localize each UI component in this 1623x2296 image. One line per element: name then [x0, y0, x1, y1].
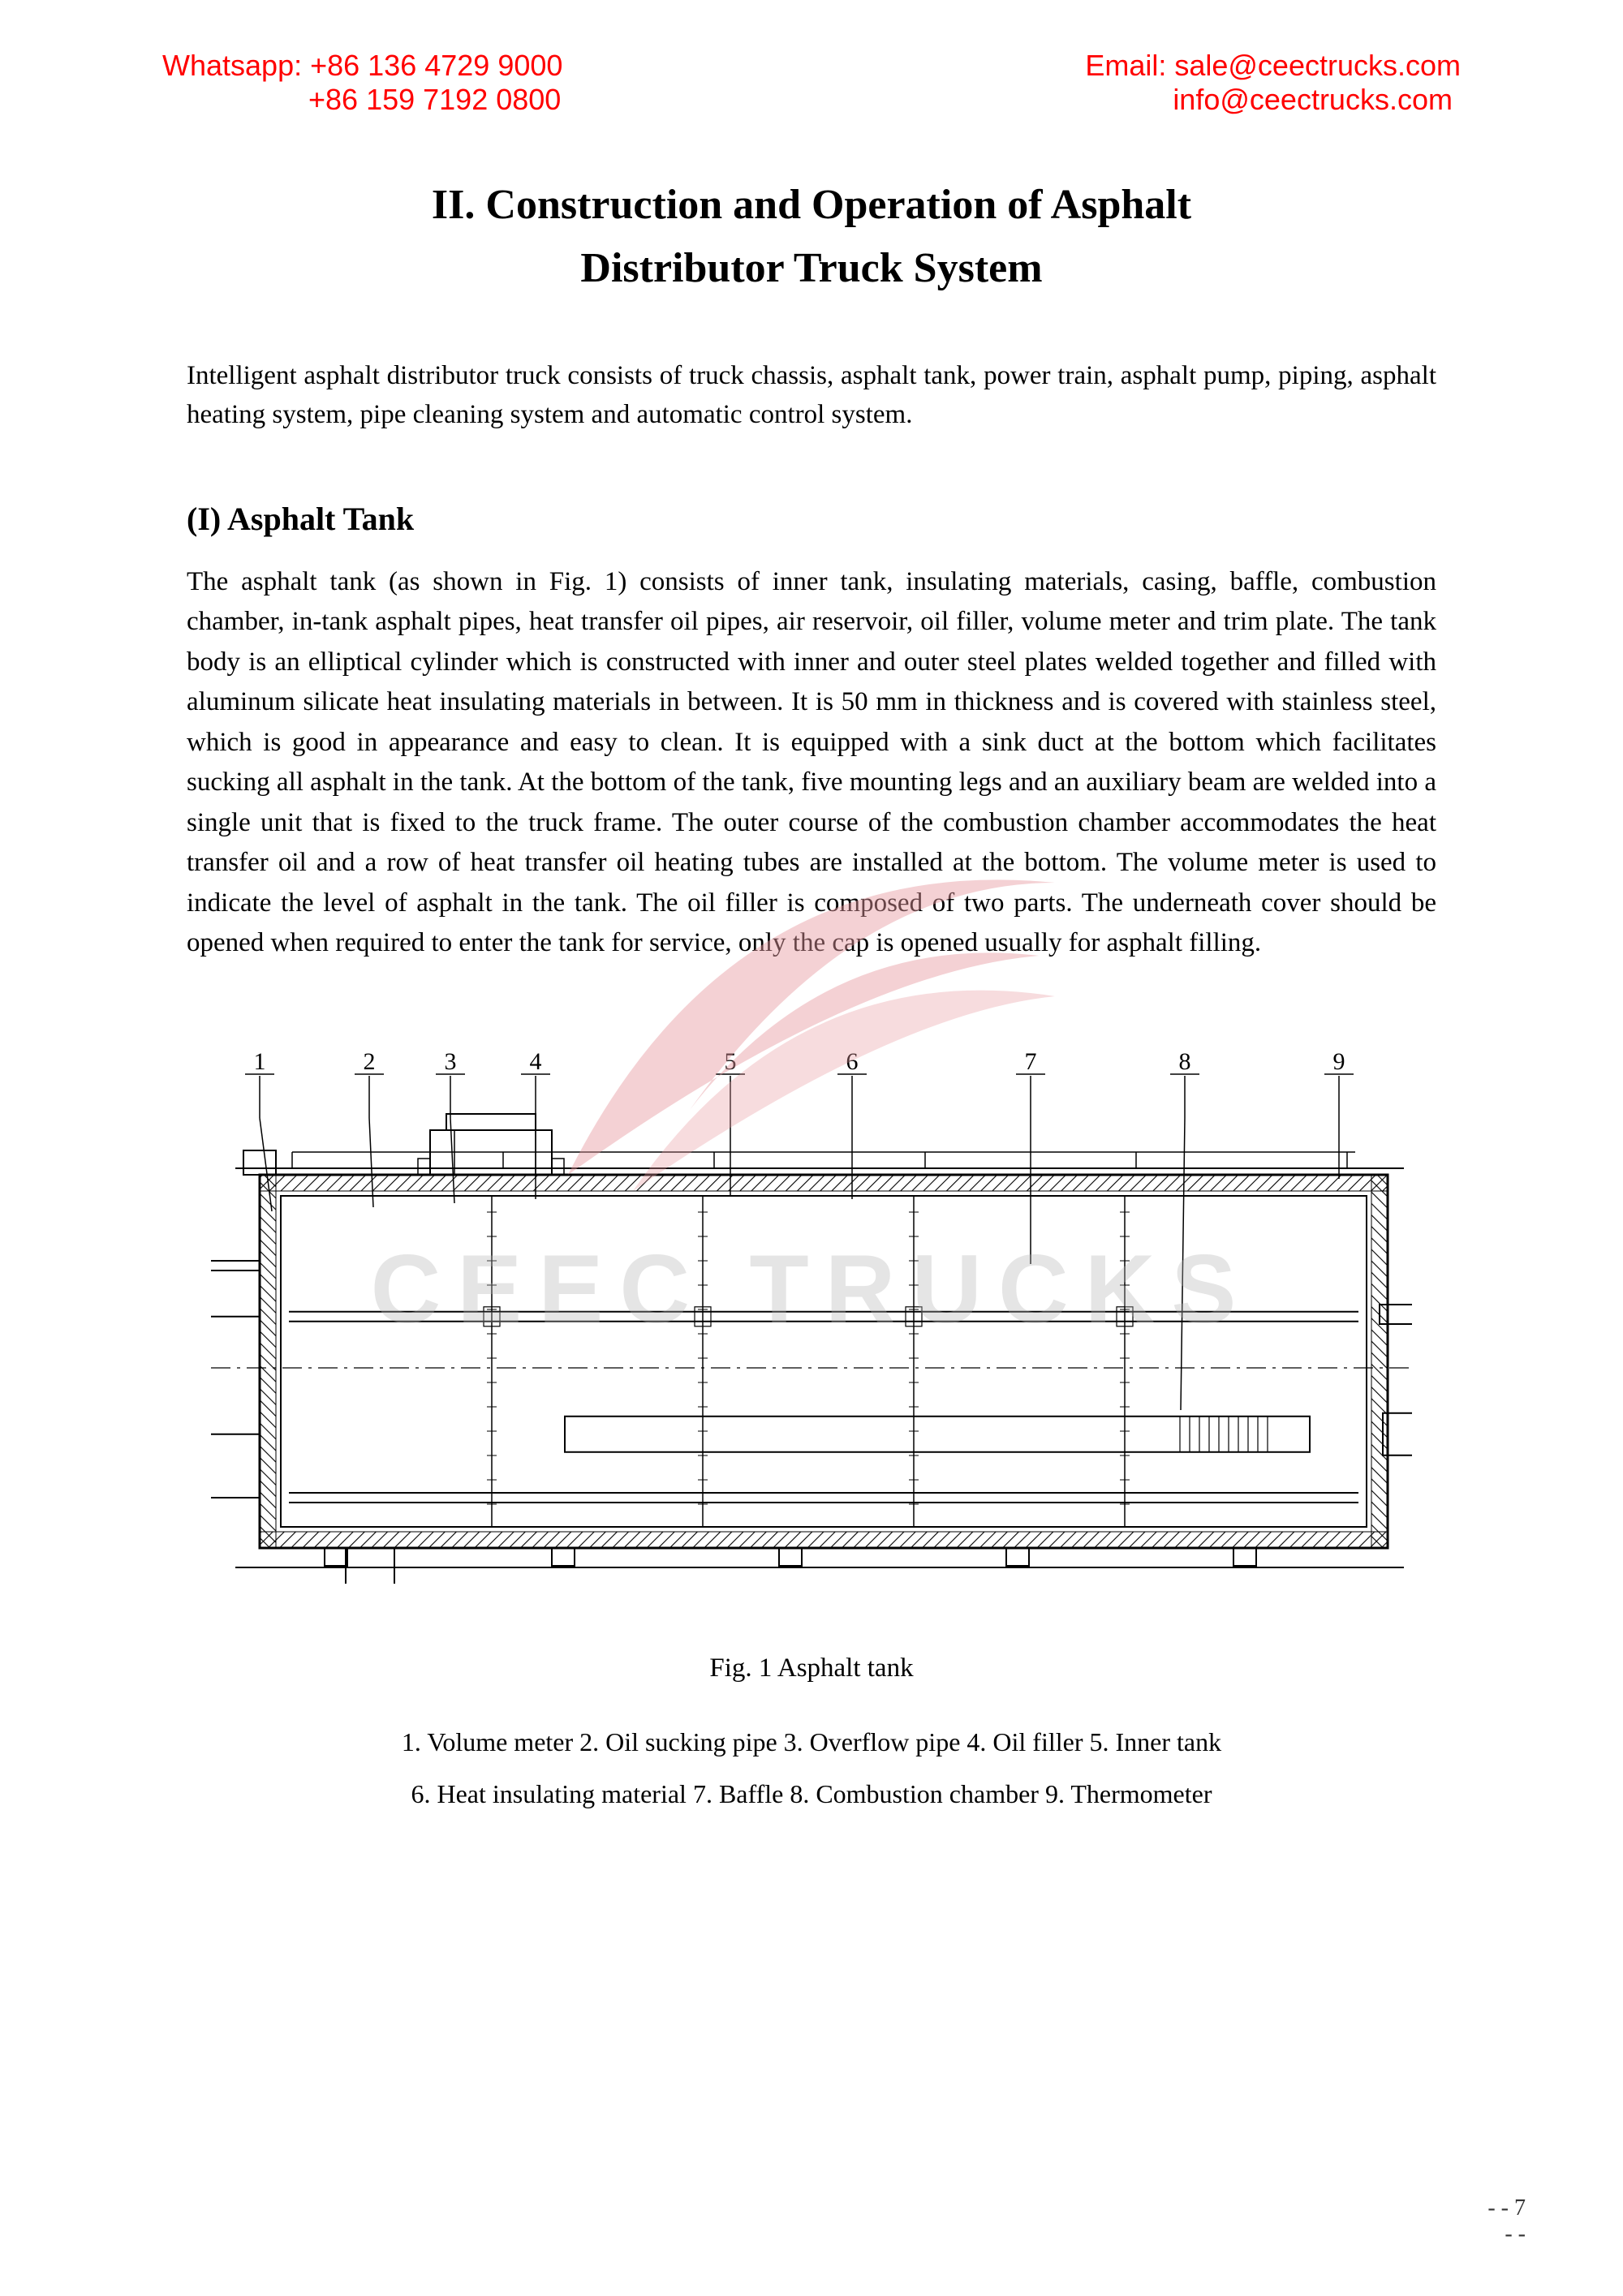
- svg-text:4: 4: [530, 1048, 542, 1075]
- whatsapp-line-2: +86 159 7192 0800: [162, 83, 562, 117]
- document-header: Whatsapp: +86 136 4729 9000 +86 159 7192…: [0, 0, 1623, 141]
- header-contact-right: Email: sale@ceectrucks.com info@ceectruc…: [1085, 49, 1461, 117]
- header-contact-left: Whatsapp: +86 136 4729 9000 +86 159 7192…: [162, 49, 562, 117]
- svg-text:5: 5: [725, 1048, 737, 1075]
- whatsapp-line-1: Whatsapp: +86 136 4729 9000: [162, 49, 562, 83]
- title-line-2: Distributor Truck System: [162, 237, 1461, 300]
- svg-text:8: 8: [1179, 1048, 1191, 1075]
- svg-text:7: 7: [1025, 1048, 1037, 1075]
- svg-text:2: 2: [364, 1048, 376, 1075]
- svg-text:3: 3: [445, 1048, 457, 1075]
- legend-line-1: 1. Volume meter 2. Oil sucking pipe 3. O…: [187, 1716, 1436, 1768]
- page-number: - - 7 - -: [1487, 2195, 1526, 2247]
- section-title: II. Construction and Operation of Asphal…: [0, 174, 1623, 300]
- svg-text:6: 6: [846, 1048, 859, 1075]
- email-line-1: Email: sale@ceectrucks.com: [1085, 49, 1461, 83]
- subsection-heading: (I) Asphalt Tank: [187, 500, 1436, 538]
- intro-paragraph: Intelligent asphalt distributor truck co…: [187, 357, 1436, 435]
- svg-text:1: 1: [254, 1048, 266, 1075]
- content-area: Intelligent asphalt distributor truck co…: [0, 357, 1623, 1820]
- figure-caption: Fig. 1 Asphalt tank: [187, 1653, 1436, 1683]
- title-line-1: II. Construction and Operation of Asphal…: [162, 174, 1461, 237]
- figure-container: 123456789 CEEC TRUCKS: [187, 996, 1436, 1605]
- figure-legend: 1. Volume meter 2. Oil sucking pipe 3. O…: [187, 1716, 1436, 1820]
- email-line-2: info@ceectrucks.com: [1085, 83, 1461, 117]
- asphalt-tank-diagram: 1 2 3 4 5 6 7 8 9: [211, 996, 1412, 1605]
- svg-text:9: 9: [1333, 1048, 1345, 1075]
- body-paragraph: The asphalt tank (as shown in Fig. 1) co…: [187, 562, 1436, 964]
- legend-line-2: 6. Heat insulating material 7. Baffle 8.…: [187, 1768, 1436, 1820]
